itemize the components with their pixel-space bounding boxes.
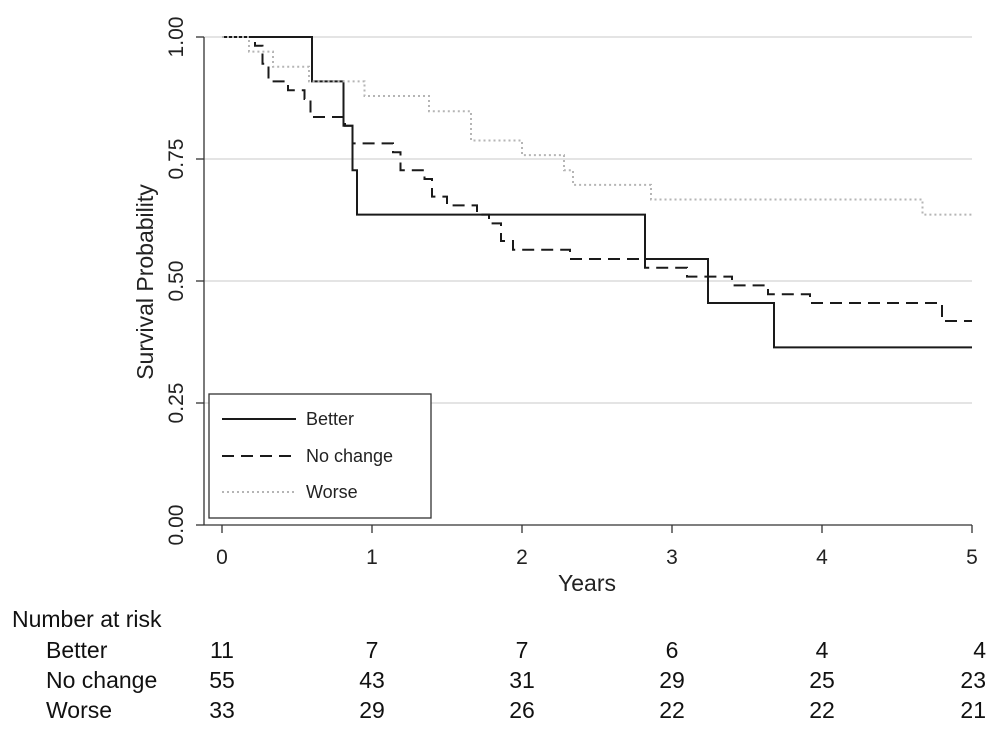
risk-cell-2-5: 21 [960,697,986,723]
x-tick-label-5: 5 [966,546,978,569]
series-line-worse [222,36,972,216]
y-tick-label-3: 0.75 [165,139,188,180]
grid-layer [204,36,972,404]
risk-cell-2-0: 33 [209,697,235,723]
risk-table: Number at risk Better 11 7 7 6 4 4 No change 55 43… [12,606,986,723]
y-tick-label-2: 0.50 [165,261,188,302]
risk-cell-0-5: 4 [973,637,986,663]
y-tick-label-0: 0.00 [165,505,188,546]
legend: Better No change Worse [208,393,432,519]
risk-cell-2-1: 29 [359,697,385,723]
risk-cell-0-1: 7 [366,637,379,663]
risk-cell-2-2: 26 [509,697,535,723]
risk-row-label-1: No change [46,667,157,693]
risk-row-label-0: Better [46,637,108,663]
risk-cell-1-1: 43 [359,667,385,693]
y-axis-title: Survival Probability [132,184,158,380]
legend-box [208,393,432,519]
risk-cell-1-2: 31 [509,667,535,693]
x-tick-label-2: 2 [516,546,528,569]
risk-cell-1-3: 29 [659,667,685,693]
legend-label-2: Worse [306,482,358,502]
risk-cell-1-5: 23 [960,667,986,693]
risk-cell-0-3: 6 [666,637,679,663]
x-tick-label-3: 3 [666,546,678,569]
x-tick-label-1: 1 [366,546,378,569]
legend-label-1: No change [306,446,393,466]
x-tick-label-0: 0 [216,546,228,569]
risk-cell-0-0: 11 [210,637,234,663]
risk-row-label-2: Worse [46,697,112,723]
series-layer [222,36,972,349]
legend-label-0: Better [306,409,354,429]
x-axis-title: Years [558,570,616,596]
x-tick-label-4: 4 [816,546,828,569]
series-line-better [222,36,972,349]
risk-cell-0-4: 4 [816,637,829,663]
series-line-no-change [222,36,972,322]
risk-cell-2-4: 22 [809,697,835,723]
y-tick-label-4: 1.00 [165,17,188,58]
risk-cell-0-2: 7 [516,637,529,663]
risk-cell-1-0: 55 [209,667,235,693]
risk-cell-2-3: 22 [659,697,685,723]
risk-table-title: Number at risk [12,606,162,632]
y-tick-label-1: 0.25 [165,383,188,424]
risk-cell-1-4: 25 [809,667,835,693]
axis-layer: 0.00 0.25 0.50 0.75 1.00 0 1 2 3 4 5 Years Survival … [132,17,978,596]
